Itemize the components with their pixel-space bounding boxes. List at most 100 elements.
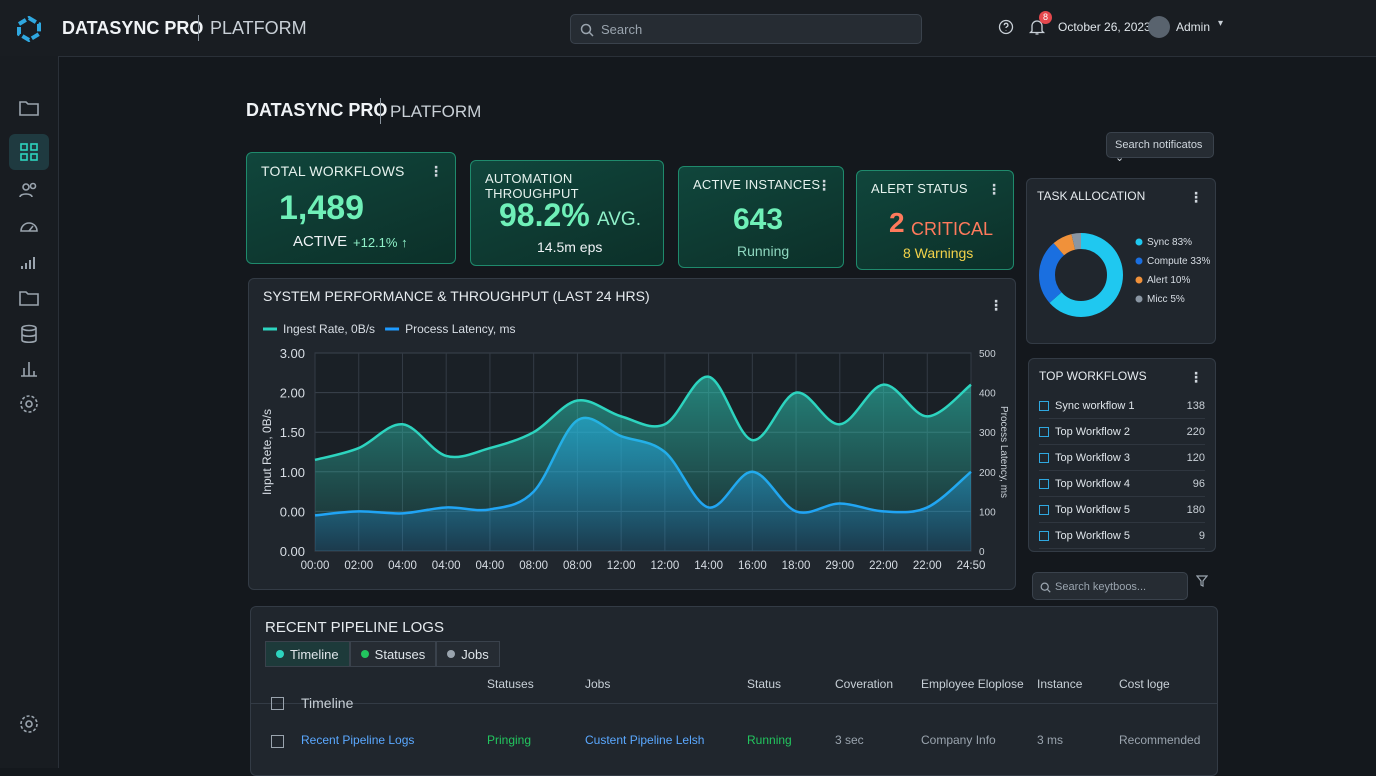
x-tick-label: 12:00 <box>607 560 636 572</box>
column-header: Employee Eloplose <box>921 677 1024 691</box>
slice-value: 83% <box>1172 237 1192 248</box>
menu-dots[interactable]: ⋮ <box>429 163 443 179</box>
y2-tick-label: 500 <box>979 349 996 360</box>
menu-dots[interactable]: ⋮ <box>987 181 1001 197</box>
column-header: Status <box>747 677 782 691</box>
workflow-icon <box>1039 426 1049 437</box>
workflow-name: Sync workflow 1 <box>1055 399 1135 412</box>
tab-label: Jobs <box>461 646 489 662</box>
legend-label: Process Latency, ms <box>405 322 515 336</box>
kpi-card: ACTIVE INSTANCES ⋮ 643 Running <box>678 166 844 268</box>
x-tick-label: 22:00 <box>869 560 898 572</box>
workflow-name: Top Workflow 2 <box>1055 425 1130 438</box>
kpi-title: TOTAL WORKFLOWS <box>261 163 405 179</box>
divider <box>251 703 1217 704</box>
checkbox[interactable] <box>271 735 284 748</box>
tab[interactable]: Timeline <box>265 641 350 667</box>
legend-dot <box>1135 295 1143 303</box>
menu-dots[interactable]: ⋮ <box>817 177 831 193</box>
folder-icon[interactable] <box>17 286 41 310</box>
workflow-row[interactable]: Top Workflow 2 220 <box>1039 419 1205 445</box>
workflow-name: Top Workflow 5 <box>1055 503 1130 516</box>
help-icon[interactable] <box>998 19 1014 35</box>
tab-icon <box>447 650 456 658</box>
legend-dot <box>1135 257 1143 265</box>
x-tick-label: 04:00 <box>476 560 505 572</box>
tab-icon <box>360 650 369 658</box>
signal-icon[interactable] <box>17 250 41 274</box>
column-header: Coveration <box>835 677 894 691</box>
workflow-row[interactable]: Top Workflow 5 9 <box>1039 523 1205 549</box>
slice-value: 33% <box>1190 256 1210 267</box>
search-box[interactable]: Search <box>570 14 922 44</box>
workflow-row[interactable]: Sync workflow 1 138 <box>1039 393 1205 419</box>
legend-label: Alert 10% <box>1147 275 1190 286</box>
column-header: Cost loge <box>1119 677 1170 691</box>
users-icon[interactable] <box>17 178 41 202</box>
workflow-icon <box>1039 478 1049 489</box>
x-tick-label: 12:00 <box>650 560 679 572</box>
workflow-value: 220 <box>1186 425 1205 438</box>
tabs: Timeline Statuses Jobs <box>265 641 500 667</box>
workflow-icon <box>1039 452 1049 463</box>
kpi-title: ACTIVE INSTANCES <box>693 177 821 192</box>
x-tick-label: 00:00 <box>301 560 330 572</box>
workflow-icon <box>1039 530 1049 541</box>
kpi-value: 1,489 <box>279 189 365 227</box>
x-tick-label: 18:00 <box>782 560 811 572</box>
x-tick-label: 04:00 <box>388 560 417 572</box>
gauge-icon[interactable] <box>17 214 41 238</box>
kpi-value: 98.2% <box>499 197 590 233</box>
settings-icon[interactable] <box>17 392 41 416</box>
x-tick-label: 24:50 <box>957 560 986 572</box>
log-search[interactable]: Search keytboos... <box>1032 572 1188 600</box>
dashboard-icon[interactable] <box>17 140 41 164</box>
task-allocation-panel: TASK ALLOCATION ⋮ Sync 83% Compute 33% Ale… <box>1026 178 1216 344</box>
settings-icon[interactable] <box>17 712 41 736</box>
workflow-row[interactable]: Top Workflow 5 180 <box>1039 497 1205 523</box>
menu-dots[interactable]: ⋮ <box>1189 369 1203 385</box>
bell-icon[interactable] <box>1028 18 1046 36</box>
slice-name: Sync <box>1147 237 1169 248</box>
kpi-title: ALERT STATUS <box>871 181 968 196</box>
y-tick-label: 1.50 <box>280 425 305 440</box>
panel-title: TASK ALLOCATION <box>1037 189 1146 203</box>
x-tick-label: 16:00 <box>738 560 767 572</box>
filter-icon[interactable] <box>1196 575 1208 587</box>
series-area <box>315 376 971 551</box>
workflow-name: Top Workflow 5 <box>1055 529 1130 542</box>
database-icon[interactable] <box>17 322 41 346</box>
slice-value: 10% <box>1170 275 1190 286</box>
column-header: Jobs <box>585 677 611 691</box>
workflow-name: Top Workflow 4 <box>1055 477 1130 490</box>
user-name[interactable]: Admin <box>1176 20 1211 34</box>
y2-axis-label: Process Latency, ms <box>998 406 1009 498</box>
donut-slice <box>1039 233 1123 317</box>
menu-dots[interactable]: ⋮ <box>1189 189 1203 205</box>
search-placeholder: Search <box>601 22 643 37</box>
menu-dots[interactable]: ⋮ <box>989 297 1003 313</box>
legend-label: Ingest Rate, 0B/s <box>283 322 375 336</box>
kpi-card: TOTAL WORKFLOWS ⋮ 1,489 ACTIVE +12.1% ↑ <box>246 152 456 264</box>
product: PLATFORM <box>210 18 307 38</box>
workflow-row[interactable]: Top Workflow 4 96 <box>1039 471 1205 497</box>
x-tick-label: 08:00 <box>563 560 592 572</box>
checkbox[interactable] <box>271 697 284 710</box>
tab[interactable]: Jobs <box>436 641 500 667</box>
search-icon <box>1040 582 1051 593</box>
page-product: PLATFORM <box>390 102 482 121</box>
chart-icon[interactable] <box>17 356 41 380</box>
folder-icon[interactable] <box>17 96 41 120</box>
top-workflows-panel: TOP WORKFLOWS ⋮ Sync workflow 1 138 Top Wo… <box>1028 358 1216 552</box>
kpi-note: +12.1% ↑ <box>353 235 408 250</box>
tab[interactable]: Statuses <box>349 641 437 667</box>
x-tick-label: 04:00 <box>432 560 461 572</box>
avatar[interactable] <box>1148 16 1170 38</box>
workflow-row[interactable]: Top Workflow 3 120 <box>1039 445 1205 471</box>
x-tick-label: 08:00 <box>519 560 548 572</box>
notification-filter[interactable]: Search notificatos ⌄ <box>1106 132 1214 164</box>
table-cell: Recent Pipeline Logs <box>301 733 415 747</box>
kpi-value: 2 <box>889 207 905 238</box>
legend-dot <box>1135 276 1143 284</box>
